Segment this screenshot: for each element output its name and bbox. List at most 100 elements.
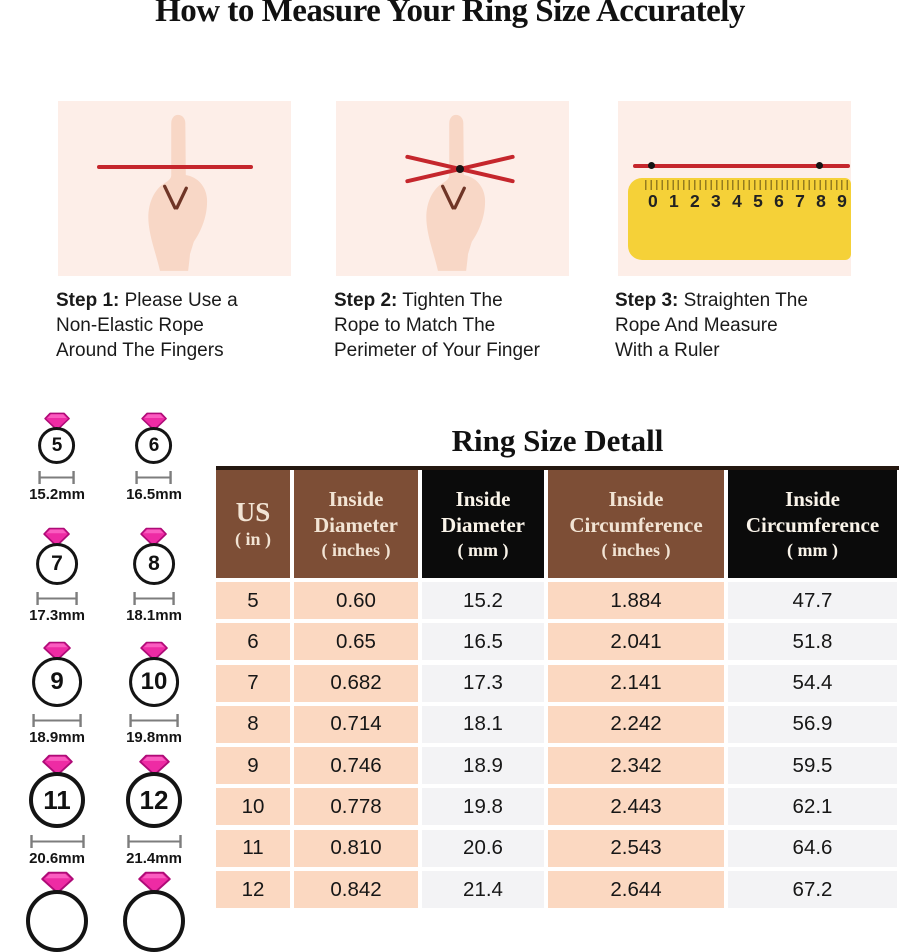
- size-chart-cell: 2.443: [548, 788, 724, 826]
- ring-size-guide: { "title": "How to Measure Your Ring Siz…: [26, 0, 899, 952]
- ring-size-item: 12 21.4mm: [126, 754, 182, 867]
- ruler-number: 7: [795, 191, 805, 211]
- header-line: Inside: [328, 487, 384, 511]
- header-line: Diameter: [314, 513, 398, 537]
- ruler-number: 5: [753, 191, 763, 211]
- diamond-icon: [140, 527, 168, 547]
- size-chart-cell: 21.4: [422, 871, 544, 909]
- diamond-icon: [43, 641, 71, 661]
- size-chart-cell: 2.041: [548, 623, 724, 661]
- size-chart-cell: 0.746: [294, 747, 418, 785]
- size-chart-cell: 54.4: [728, 664, 897, 702]
- ring-diameter-label: 21.4mm: [126, 850, 182, 867]
- size-chart-cell: 2.644: [548, 871, 724, 909]
- ring-diameter-label: 18.9mm: [29, 729, 85, 746]
- size-chart-cell: 2.342: [548, 747, 724, 785]
- ring-diameter-label: 17.3mm: [29, 607, 85, 624]
- ruler-number: 0: [648, 191, 658, 211]
- diamond-icon: [140, 641, 168, 661]
- ring-circle: 6: [135, 427, 173, 464]
- header-line: Inside: [785, 487, 840, 511]
- rope-end-dot: [648, 162, 655, 169]
- hand-icon: [147, 114, 207, 271]
- diamond-icon: [41, 754, 73, 776]
- ring-size-item: 9 18.9mm: [29, 641, 85, 746]
- diameter-bracket-icon: [36, 592, 78, 605]
- size-chart-cell: 1.884: [548, 582, 724, 619]
- ring-size-item: 8 18.1mm: [126, 527, 182, 624]
- ring-size-item: 11 20.6mm: [29, 754, 85, 867]
- rope-knot-dot: [456, 165, 464, 173]
- header-line: ( mm ): [787, 540, 838, 560]
- diameter-bracket-icon: [29, 835, 85, 848]
- size-chart-cell: 0.778: [294, 788, 418, 826]
- diamond-icon: [40, 871, 74, 894]
- diameter-bracket-icon: [32, 714, 82, 727]
- size-chart-cell: 6: [216, 623, 290, 661]
- ring-diameter-label: 20.6mm: [29, 850, 85, 867]
- ring-circle: 5: [38, 427, 76, 464]
- size-chart-cell: 10: [216, 788, 290, 826]
- step-1-illustration: [58, 101, 291, 276]
- size-chart-header-cell: Inside Diameter ( inches ): [294, 470, 418, 578]
- size-chart-header-cell: Inside Circumference ( inches ): [548, 470, 724, 578]
- step-label: Step 2:: [334, 290, 398, 311]
- size-chart-cell: 0.714: [294, 705, 418, 743]
- ring-diameter-label: 15.2mm: [29, 486, 85, 503]
- size-chart-cell: 9: [216, 747, 290, 785]
- ring-size-item: 6 16.5mm: [126, 412, 182, 503]
- ring-circle: [26, 890, 88, 952]
- size-chart-cell: 51.8: [728, 623, 897, 661]
- ruler-number: 4: [732, 191, 742, 211]
- ring-diameter-label: 18.1mm: [126, 607, 182, 624]
- diameter-bracket-icon: [133, 592, 175, 605]
- header-line: ( inches ): [601, 540, 671, 560]
- ring-size-item: 7 17.3mm: [29, 527, 85, 624]
- step-label: Step 1:: [56, 290, 120, 311]
- step-label: Step 3:: [615, 290, 679, 311]
- step-3-caption: Step 3: Straighten The Rope And Measure Wi…: [615, 290, 808, 361]
- size-chart-cell: 19.8: [422, 788, 544, 826]
- size-chart-cell: 8: [216, 705, 290, 743]
- header-line: Inside: [608, 487, 664, 511]
- step-2-caption: Step 2: Tighten The Rope to Match The Peri…: [334, 290, 540, 361]
- rope-end-dot: [816, 162, 823, 169]
- ring-diameter-label: 19.8mm: [126, 729, 182, 746]
- ruler-tick-marks: [645, 180, 848, 190]
- size-chart-cell: 2.141: [548, 664, 724, 702]
- header-line: Diameter: [441, 513, 525, 537]
- header-line: ( in ): [235, 529, 271, 549]
- size-chart-title: Ring Size Detall: [451, 423, 664, 458]
- size-chart-cell: 0.65: [294, 623, 418, 661]
- size-chart-cell: 0.810: [294, 829, 418, 867]
- size-chart-cell: 15.2: [422, 582, 544, 619]
- ring-size-item: [123, 871, 185, 952]
- ruler-number: 6: [774, 191, 784, 211]
- size-chart-cell: 0.682: [294, 664, 418, 702]
- header-line: Circumference: [745, 513, 880, 537]
- ring-circle: 8: [133, 543, 175, 585]
- size-chart-cell: 47.7: [728, 582, 897, 619]
- size-chart-cell: 64.6: [728, 829, 897, 867]
- size-chart-cell: 20.6: [422, 829, 544, 867]
- size-chart-cell: 59.5: [728, 747, 897, 785]
- ring-size-item: [26, 871, 88, 952]
- diameter-bracket-icon: [38, 471, 76, 484]
- ruler-number: 3: [711, 191, 721, 211]
- size-chart-cell: 16.5: [422, 623, 544, 661]
- page-title: How to Measure Your Ring Size Accurately: [155, 0, 745, 29]
- diamond-icon: [43, 527, 71, 547]
- diamond-icon: [137, 871, 171, 894]
- hand-icon: [425, 114, 485, 271]
- diamond-icon: [138, 754, 170, 776]
- size-chart-cell: 67.2: [728, 871, 897, 909]
- diameter-bracket-icon: [129, 714, 179, 727]
- size-chart-body: 5 0.60 15.2 1.884 47.7 6 0.65 16.5 2.041 51.8 7 0.6…: [216, 582, 897, 909]
- size-chart-cell: 18.9: [422, 747, 544, 785]
- size-chart-header-cell: Inside Diameter ( mm ): [422, 470, 544, 578]
- size-chart-cell: 2.543: [548, 829, 724, 867]
- header-line: ( inches ): [321, 540, 391, 560]
- ruler-number: 8: [816, 191, 826, 211]
